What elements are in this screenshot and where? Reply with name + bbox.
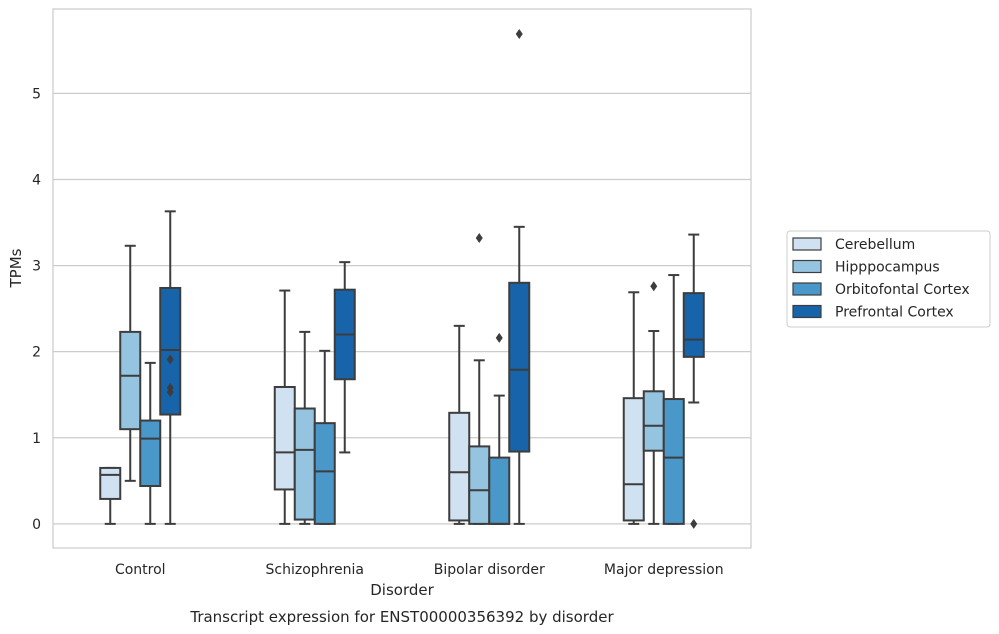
outlier-0-3-0 <box>166 354 174 365</box>
y-tick-label-2: 2 <box>32 345 41 361</box>
x-tick-label-2: Bipolar disorder <box>434 562 545 578</box>
box-2-2 <box>488 332 511 525</box>
box-3-2 <box>662 274 685 525</box>
y-tick-label-4: 4 <box>32 172 41 188</box>
legend-swatch-3 <box>792 304 822 319</box>
outlier-0-3-2 <box>166 387 174 398</box>
box-body-0-1 <box>119 330 142 431</box>
box-1-0 <box>273 289 296 525</box>
outlier-3-3-0 <box>690 518 698 529</box>
x-tick-label-1: Schizophrenia <box>266 562 364 578</box>
legend-swatch-1 <box>792 259 822 274</box>
outlier-3-1-0 <box>650 281 658 292</box>
x-tick-label-3: Major depression <box>604 562 724 578</box>
box-body-0-0 <box>99 466 122 500</box>
box-body-1-0 <box>273 385 296 491</box>
y-tick-label-0: 0 <box>32 517 41 533</box>
box-1-3 <box>333 261 356 454</box>
x-tick-labels: Control Schizophrenia Bipolar disorder Majo… <box>115 562 724 578</box>
legend-frame <box>786 230 991 328</box>
plot-area-frame <box>52 8 752 549</box>
y-tick-label-1: 1 <box>32 431 41 447</box>
box-body-2-2 <box>488 456 511 525</box>
box-0-3 <box>159 210 182 525</box>
legend: Cerebellum Hipppocampus Orbitofontal Corte… <box>786 230 991 328</box>
outlier-2-3-0 <box>515 28 523 39</box>
box-body-0-3 <box>159 286 182 416</box>
outlier-2-2-0 <box>495 332 503 343</box>
box-body-0-2 <box>139 419 162 488</box>
box-body-1-1 <box>293 407 316 521</box>
outlier-2-1-0 <box>475 233 483 244</box>
box-body-2-0 <box>448 411 471 522</box>
box-1-1 <box>293 330 316 525</box>
box-3-0 <box>622 291 645 525</box>
box-0-2 <box>139 361 162 525</box>
y-tick-label-5: 5 <box>32 86 41 102</box>
box-body-2-3 <box>508 281 531 453</box>
legend-label-3: Prefrontal Cortex <box>835 305 954 321</box>
y-tick-label-3: 3 <box>32 259 41 275</box>
box-body-3-3 <box>682 292 705 358</box>
box-0-1 <box>119 244 142 482</box>
box-body-3-0 <box>622 397 645 522</box>
legend-label-0: Cerebellum <box>835 237 915 253</box>
chart-caption: Transcript expression for ENST0000035639… <box>189 608 614 626</box>
boxes <box>99 28 705 529</box>
legend-swatch-2 <box>792 282 822 296</box>
box-2-0 <box>448 324 471 525</box>
legend-label-1: Hipppocampus <box>835 260 940 276</box>
box-body-1-2 <box>313 422 336 525</box>
box-2-3 <box>508 28 531 525</box>
box-1-2 <box>313 349 336 525</box>
box-2-1 <box>468 233 491 525</box>
box-body-2-1 <box>468 445 491 525</box>
box-3-1 <box>642 281 665 525</box>
box-0-0 <box>99 466 122 525</box>
x-axis-title: Disorder <box>370 581 434 599</box>
legend-label-2: Orbitofontal Cortex <box>835 282 970 298</box>
legend-swatch-0 <box>792 237 822 251</box>
box-3-3 <box>682 233 705 529</box>
y-tick-labels: 0 1 2 3 4 5 <box>32 86 41 533</box>
box-body-3-1 <box>642 390 665 452</box>
box-body-3-2 <box>662 398 685 525</box>
y-axis-title: TPMs <box>7 248 25 288</box>
x-tick-label-0: Control <box>115 562 166 578</box>
